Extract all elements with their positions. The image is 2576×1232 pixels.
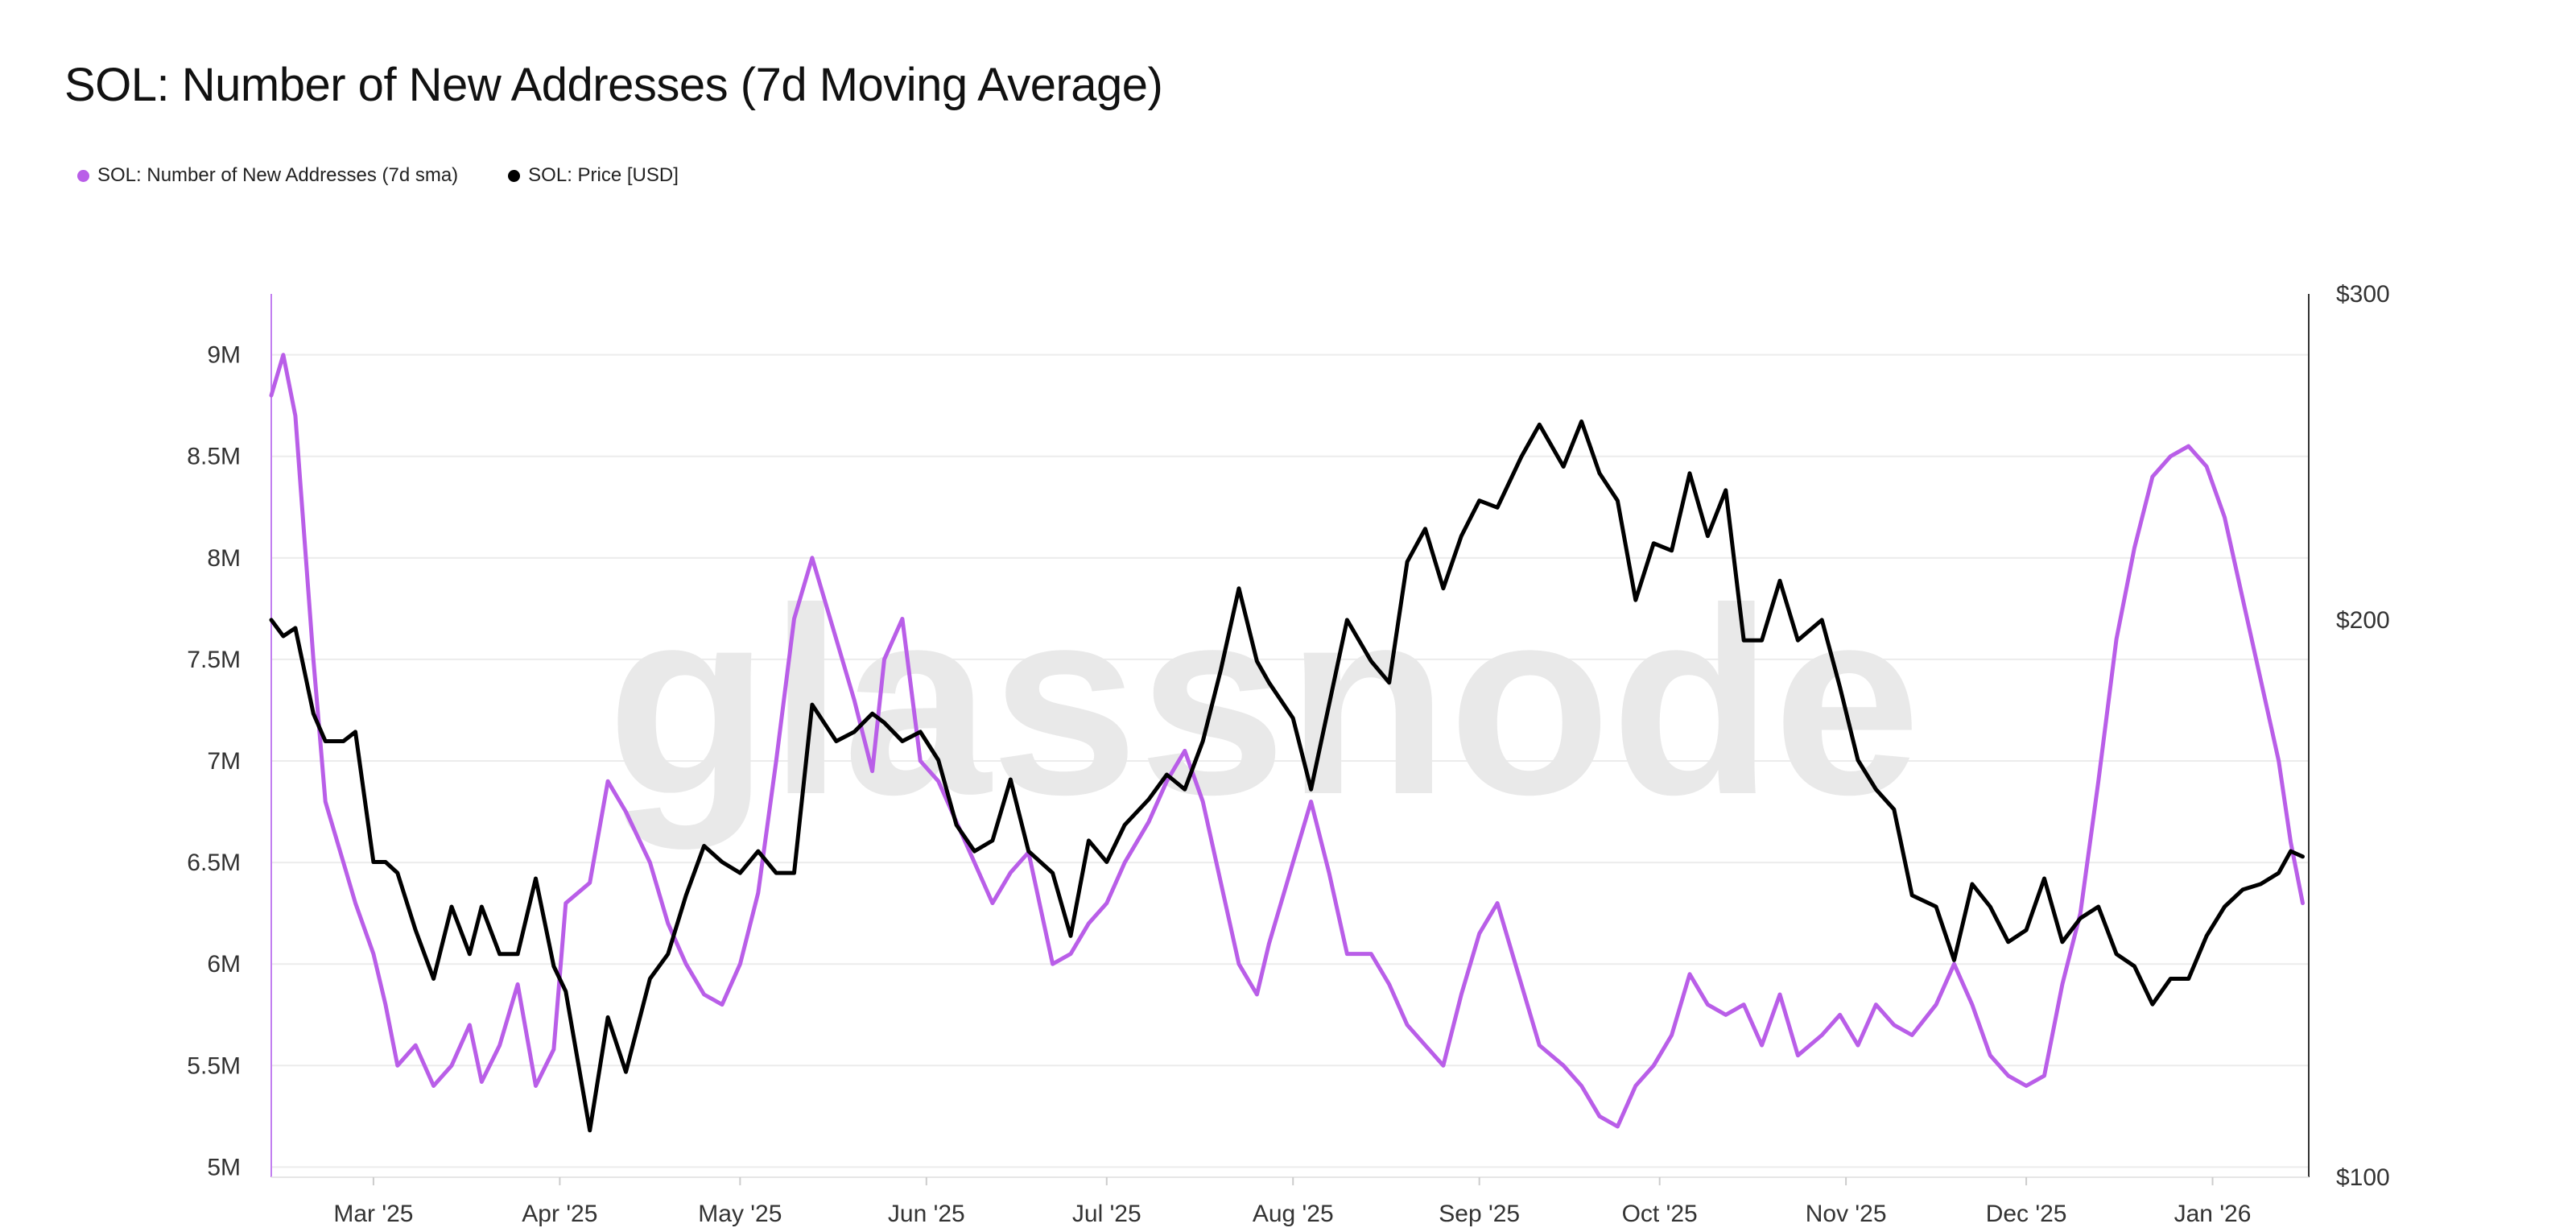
axes xyxy=(270,294,2310,1185)
tick-labels: 5M 5.5M 6M 6.5M 7M 7.5M 8M 8.5M 9M $100 $200 $300 Ma… xyxy=(187,281,2389,1227)
legend-label-new-addresses: SOL: Number of New Addresses (7d sma) xyxy=(97,164,459,186)
x-tick-label: Apr '25 xyxy=(522,1201,597,1227)
y-left-tick-label: 6.5M xyxy=(187,850,241,876)
y-left-tick-label: 7.5M xyxy=(187,647,241,673)
chart-legend: SOL: Number of New Addresses (7d sma) SO… xyxy=(77,164,729,187)
x-tick-label: Jan '26 xyxy=(2174,1201,2252,1227)
x-tick-label: Sep '25 xyxy=(1439,1201,1520,1227)
y-right-tick-label: $100 xyxy=(2336,1164,2390,1191)
y-left-tick-label: 7M xyxy=(207,748,241,775)
x-tick-label: Jun '25 xyxy=(888,1201,965,1227)
x-tick-label: Nov '25 xyxy=(1806,1201,1887,1227)
series-line-new-addresses xyxy=(269,353,2305,1129)
legend-dot-price-icon xyxy=(508,169,521,182)
y-left-tick-label: 9M xyxy=(207,342,241,369)
legend-label-price: SOL: Price [USD] xyxy=(528,164,679,186)
legend-item-new-addresses[interactable]: SOL: Number of New Addresses (7d sma) xyxy=(77,164,458,187)
watermark: glassnode xyxy=(607,552,1921,851)
x-tick-label: Aug '25 xyxy=(1253,1201,1334,1227)
legend-item-price[interactable]: SOL: Price [USD] xyxy=(508,164,679,187)
x-tick-label: Oct '25 xyxy=(1622,1201,1698,1227)
y-right-tick-label: $300 xyxy=(2336,281,2390,308)
y-left-tick-label: 5M xyxy=(207,1154,241,1180)
series-lines xyxy=(269,353,2305,1133)
chart-title: SOL: Number of New Addresses (7d Moving … xyxy=(64,59,1163,111)
y-left-tick-label: 5.5M xyxy=(187,1052,241,1079)
y-left-tick-label: 6M xyxy=(207,951,241,978)
x-tick-label: Mar '25 xyxy=(333,1201,413,1227)
series-line-price xyxy=(269,419,2305,1133)
y-left-tick-label: 8M xyxy=(207,545,241,572)
x-tick-label: Dec '25 xyxy=(1986,1201,2067,1227)
legend-dot-new-addresses-icon xyxy=(77,169,89,182)
grid-lines xyxy=(271,353,2309,1168)
y-right-tick-label: $200 xyxy=(2336,607,2390,634)
x-tick-label: Jul '25 xyxy=(1072,1201,1141,1227)
x-tick-label: May '25 xyxy=(698,1201,782,1227)
y-left-tick-label: 8.5M xyxy=(187,444,241,470)
